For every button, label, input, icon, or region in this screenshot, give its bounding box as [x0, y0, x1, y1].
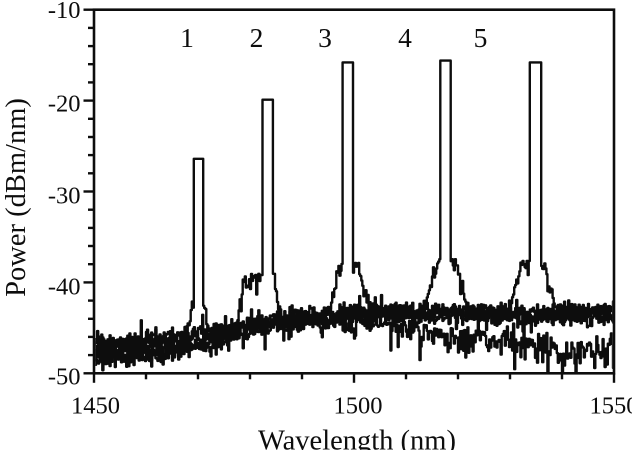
svg-text:-40: -40 [48, 274, 81, 301]
svg-text:1500: 1500 [334, 393, 383, 420]
svg-text:2: 2 [250, 22, 264, 53]
svg-text:1450: 1450 [71, 393, 120, 420]
svg-text:Wavelength (nm): Wavelength (nm) [258, 426, 456, 450]
svg-text:Power (dBm/nm): Power (dBm/nm) [1, 98, 32, 297]
svg-text:4: 4 [398, 22, 412, 53]
svg-text:1550: 1550 [590, 393, 632, 420]
svg-text:1: 1 [180, 22, 194, 53]
svg-text:-50: -50 [48, 364, 81, 391]
svg-text:-30: -30 [48, 183, 81, 210]
svg-text:5: 5 [474, 22, 488, 53]
svg-text:3: 3 [318, 22, 332, 53]
svg-text:-20: -20 [48, 91, 81, 118]
svg-text:-10: -10 [48, 0, 81, 24]
